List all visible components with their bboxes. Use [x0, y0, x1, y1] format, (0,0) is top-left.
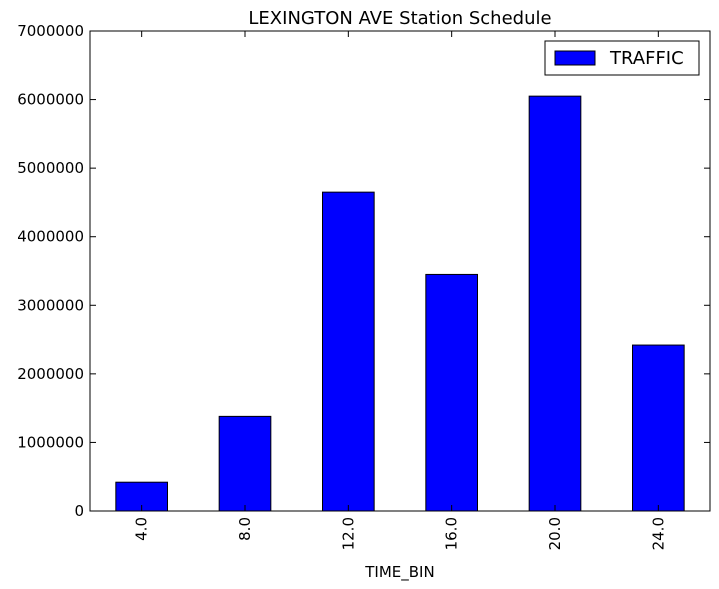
y-tick-label: 6000000 [17, 91, 84, 109]
x-tick-label: 24.0 [649, 517, 667, 550]
bar-12.0 [322, 191, 375, 512]
x-tick-label: 12.0 [339, 517, 357, 550]
legend-label-traffic: TRAFFIC [609, 48, 684, 69]
y-tick-label: 5000000 [17, 159, 84, 177]
x-axis: 4.0 8.0 12.0 16.0 20.0 24.0 [133, 31, 667, 550]
bar-8.0 [218, 415, 272, 512]
y-tick-label: 0 [74, 502, 84, 520]
chart-title: LEXINGTON AVE Station Schedule [248, 8, 551, 29]
bar-20.0 [528, 95, 582, 512]
x-axis-label: TIME_BIN [364, 563, 434, 582]
y-tick-label: 1000000 [17, 433, 84, 451]
bars-layer [115, 95, 685, 512]
y-tick-label: 4000000 [17, 228, 84, 246]
legend-swatch-traffic [554, 50, 596, 66]
x-tick-label: 20.0 [546, 517, 564, 550]
x-tick-label: 16.0 [443, 517, 461, 550]
legend: TRAFFIC [544, 40, 700, 76]
bar-16.0 [425, 273, 479, 512]
bar-24.0 [632, 344, 685, 512]
x-tick-label: 4.0 [133, 517, 151, 541]
y-tick-label: 7000000 [17, 22, 84, 40]
y-tick-label: 2000000 [17, 365, 84, 383]
x-tick-label: 8.0 [236, 517, 254, 541]
plot-frame [89, 30, 711, 512]
y-tick-label: 3000000 [17, 296, 84, 314]
y-axis: 0 1000000 2000000 3000000 4000000 5000000 6000… [17, 22, 710, 520]
